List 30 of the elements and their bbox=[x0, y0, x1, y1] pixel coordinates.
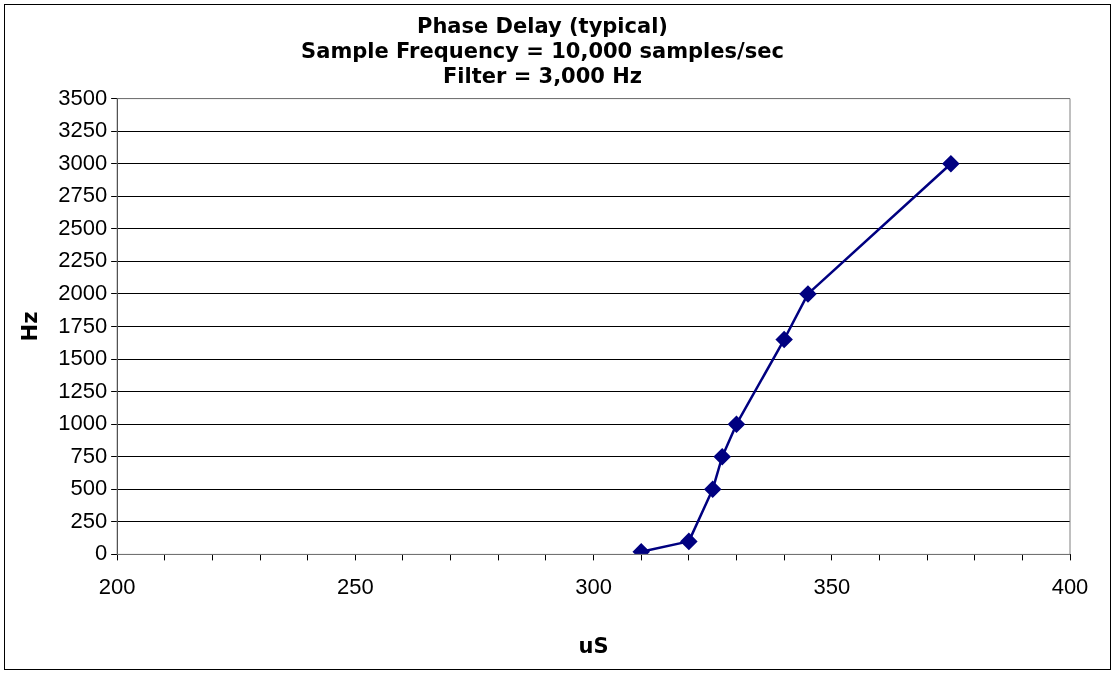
y-tick-label: 2750 bbox=[58, 182, 108, 208]
point bbox=[942, 155, 960, 172]
y-tick-label: 3250 bbox=[58, 117, 108, 143]
y-axis-title: Hz bbox=[18, 311, 43, 342]
point bbox=[775, 331, 793, 348]
x-tick-label: 200 bbox=[98, 573, 136, 599]
point bbox=[680, 533, 698, 550]
y-tick-label: 0 bbox=[94, 540, 108, 566]
y-tick-label: 2500 bbox=[58, 214, 108, 240]
chart-title: Phase Delay (typical) Sample Frequency = 10,000 samples/sec Filter = 3,000 Hz bbox=[301, 14, 784, 89]
point bbox=[704, 481, 721, 498]
x-tick-label: 250 bbox=[337, 573, 374, 599]
y-tick-label: 3000 bbox=[58, 149, 108, 175]
y-tick-label: 1750 bbox=[58, 312, 108, 338]
x-tick-label: 300 bbox=[575, 573, 612, 599]
y-tick-label: 1000 bbox=[58, 410, 108, 436]
y-tick-label: 500 bbox=[70, 475, 108, 501]
point bbox=[799, 285, 817, 303]
y-tick-label: 2250 bbox=[58, 247, 108, 273]
x-axis-title: uS bbox=[578, 633, 609, 658]
y-tick-label: 2000 bbox=[58, 280, 108, 306]
x-tick-label: 400 bbox=[1051, 573, 1089, 599]
y-tick-label: 3500 bbox=[58, 84, 108, 110]
y-tick-label: 250 bbox=[70, 507, 108, 533]
point bbox=[728, 415, 745, 433]
y-tick-label: 1500 bbox=[58, 345, 108, 371]
y-tick-label: 750 bbox=[70, 442, 108, 468]
point bbox=[713, 448, 731, 465]
x-tick-label: 350 bbox=[813, 573, 851, 599]
y-tick-label: 1250 bbox=[58, 377, 108, 403]
